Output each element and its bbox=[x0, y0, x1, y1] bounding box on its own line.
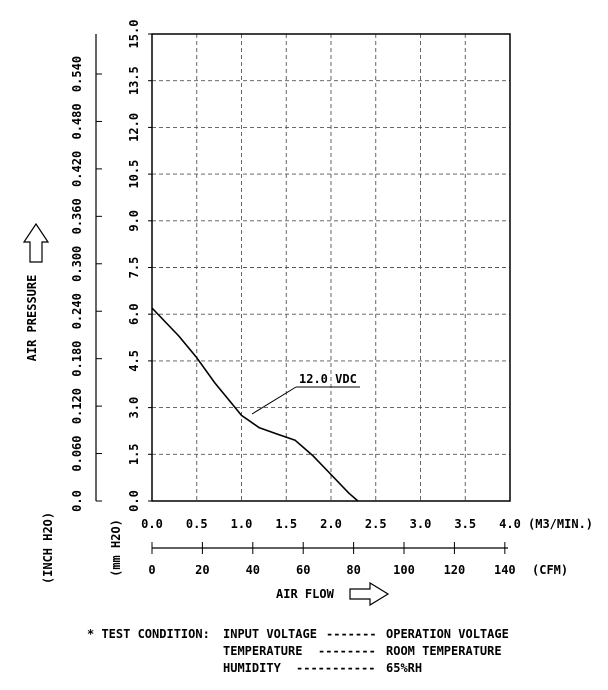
grid-lines bbox=[152, 34, 510, 501]
tick-labels: 0.0 0.5 1.0 1.5 2.0 2.5 3.0 3.5 4.0 0.0 1.5 3.0 4.5 6… bbox=[70, 20, 521, 577]
y-tick-label: 15.0 bbox=[127, 20, 141, 49]
y2-tick-label: 0.360 bbox=[70, 198, 84, 234]
y-tick-label: 13.5 bbox=[127, 66, 141, 95]
tc-input-voltage-dashes: ------- bbox=[326, 627, 377, 641]
y2-tick-label: 0.180 bbox=[70, 341, 84, 377]
y-tick-label: 7.5 bbox=[127, 257, 141, 279]
y2-tick-label: 0.0 bbox=[70, 490, 84, 512]
x-tick-label: 1.0 bbox=[231, 517, 253, 531]
y2-tick-label: 0.420 bbox=[70, 151, 84, 187]
air-pressure-arrow-icon bbox=[22, 222, 50, 263]
y-tick-label: 6.0 bbox=[127, 303, 141, 325]
x-tick-label: 1.5 bbox=[275, 517, 297, 531]
tick-marks bbox=[96, 33, 506, 554]
tc-humidity-label: HUMIDITY bbox=[223, 661, 282, 675]
y-tick-label: 9.0 bbox=[127, 210, 141, 232]
x2-tick-label: 80 bbox=[346, 563, 360, 577]
series-layer bbox=[151, 307, 359, 502]
y-axis-unit-label: (mm H2O) bbox=[109, 519, 123, 577]
y-tick-label: 3.0 bbox=[127, 397, 141, 419]
y2-tick-label: 0.540 bbox=[70, 56, 84, 92]
y2-axis-unit-label: (INCH H2O) bbox=[41, 512, 55, 584]
x2-axis-unit-label: (CFM) bbox=[532, 563, 568, 577]
tc-humidity-dashes: ----------- bbox=[296, 661, 375, 675]
x2-tick-label: 60 bbox=[296, 563, 310, 577]
y2-tick-label: 0.480 bbox=[70, 103, 84, 139]
series-line bbox=[151, 307, 359, 502]
y2-tick-label: 0.300 bbox=[70, 246, 84, 282]
y2-tick-label: 0.060 bbox=[70, 435, 84, 471]
x-tick-label: 0.5 bbox=[186, 517, 208, 531]
x2-tick-label: 40 bbox=[246, 563, 260, 577]
y-tick-label: 0.0 bbox=[127, 490, 141, 512]
x-axis-title: AIR FLOW bbox=[276, 587, 335, 601]
x-tick-label: 3.5 bbox=[454, 517, 476, 531]
x2-tick-label: 100 bbox=[393, 563, 415, 577]
x-tick-label: 3.0 bbox=[410, 517, 432, 531]
y2-tick-label: 0.120 bbox=[70, 388, 84, 424]
test-condition-prefix: * TEST CONDITION: bbox=[87, 627, 210, 641]
y2-tick-label: 0.240 bbox=[70, 293, 84, 329]
tc-input-voltage-label: INPUT VOLTAGE bbox=[223, 627, 317, 641]
tc-humidity-value: 65%RH bbox=[386, 661, 422, 675]
tc-temperature-dashes: -------- bbox=[318, 644, 376, 658]
x2-tick-label: 0 bbox=[148, 563, 155, 577]
y-axis-title: AIR PRESSURE bbox=[25, 275, 39, 362]
y-tick-label: 4.5 bbox=[127, 350, 141, 372]
x-tick-label: 4.0 bbox=[499, 517, 521, 531]
tc-input-voltage-value: OPERATION VOLTAGE bbox=[386, 627, 509, 641]
tc-temperature-value: ROOM TEMPERATURE bbox=[386, 644, 502, 658]
x-axis-unit-label: (M3/MIN.) bbox=[528, 517, 593, 531]
x2-tick-label: 20 bbox=[195, 563, 209, 577]
y-tick-label: 12.0 bbox=[127, 113, 141, 142]
x2-tick-label: 120 bbox=[444, 563, 466, 577]
x-tick-label: 2.5 bbox=[365, 517, 387, 531]
x2-tick-label: 140 bbox=[494, 563, 516, 577]
air-flow-arrow-icon bbox=[349, 581, 390, 607]
series-label: 12.0 VDC bbox=[299, 372, 357, 386]
y-tick-label: 1.5 bbox=[127, 443, 141, 465]
test-condition-block: * TEST CONDITION: INPUT VOLTAGE ------- … bbox=[87, 627, 509, 675]
tc-temperature-label: TEMPERATURE bbox=[223, 644, 302, 658]
x-tick-label: 0.0 bbox=[141, 517, 163, 531]
y-tick-label: 10.5 bbox=[127, 160, 141, 189]
x-tick-label: 2.0 bbox=[320, 517, 342, 531]
series-label-leader bbox=[251, 386, 297, 415]
